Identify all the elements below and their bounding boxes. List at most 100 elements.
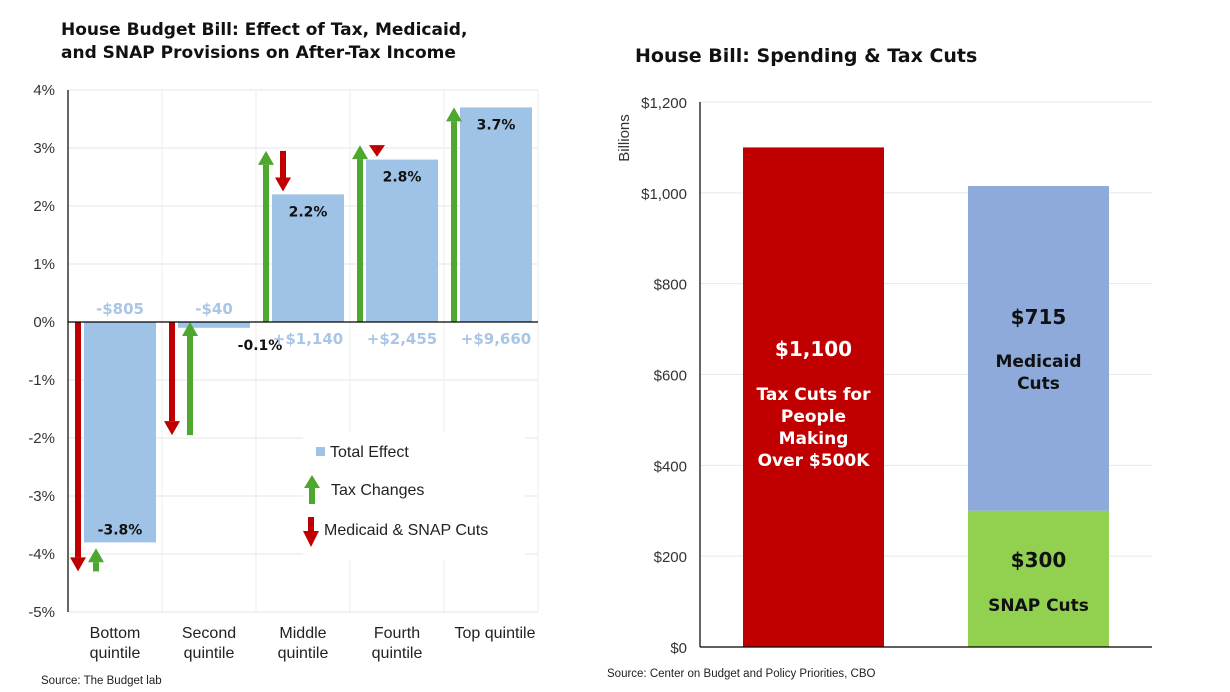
left-legend: Total Effect Tax Changes Medicaid & SNAP… [303,432,525,560]
medicaid-snap-cut-arrow-shaft [75,322,81,558]
tax-change-arrow-head [88,548,104,563]
right-y-axis-label: Billions [616,114,633,162]
left-y-tick-label: -2% [28,430,55,447]
medicaid-snap-cut-arrow-head [369,145,385,157]
left-bar-value-label: 3.7% [477,117,516,133]
left-category-label: quintile [372,645,423,662]
left-data-labels: -3.8% -$805 -0.1% -$40 2.2% +$1,140 2.8% +$2,45… [96,117,531,538]
tax-change-arrow [446,107,462,323]
right-y-tick-label: $600 [654,368,687,385]
medicaid-snap-cut-arrow-shaft [280,150,286,178]
left-y-tick-label: 1% [33,256,55,273]
left-chart: House Budget Bill: Effect of Tax, Medica… [28,20,539,687]
tax-change-arrow-shaft [187,336,193,436]
left-y-tick-label: 3% [33,140,55,157]
left-source-note: Source: The Budget lab [41,675,162,687]
medicaid-snap-cut-arrow [275,150,291,192]
right-bar-value-label: $300 [1011,548,1067,572]
left-category-label: Bottom [90,625,141,642]
medicaid-snap-cut-arrow-head [164,421,180,436]
medicaid-snap-cut-arrow-shaft [169,322,175,422]
left-category-label: Second [182,625,236,642]
left-bar-total-effect [178,322,250,328]
left-category-label: Top quintile [455,625,536,642]
left-chart-title-line-1: House Budget Bill: Effect of Tax, Medica… [61,20,467,40]
legend-medicaid-snap-down-arrow-icon [303,517,319,547]
left-bar-total-effect [460,107,532,323]
right-bar-segment-label: Over $500K [758,451,871,471]
tax-change-arrow [182,322,198,436]
right-bar-segment-label: Tax Cuts for [757,385,872,405]
left-x-axis-categories: Bottom quintile Second quintile Middle quinti… [90,625,536,662]
left-bar-value-label: -0.1% [238,338,283,354]
legend-medicaid-snap-label: Medicaid & SNAP Cuts [324,522,488,539]
left-y-tick-label: -4% [28,546,55,563]
left-category-label: quintile [184,645,235,662]
right-bar-segment-label: Cuts [1017,374,1060,394]
left-y-tick-label: 2% [33,198,55,215]
left-dollar-annotation: +$1,140 [273,330,343,348]
legend-tax-changes-label: Tax Changes [331,482,424,499]
tax-change-arrow-shaft [93,562,99,572]
medicaid-snap-cut-arrow [70,322,86,572]
left-y-tick-label: 4% [33,82,55,99]
tax-change-arrow-head [258,150,274,165]
right-bar-value-label: $1,100 [775,337,852,361]
tax-change-arrow [352,145,368,322]
left-dollar-annotation: +$9,660 [461,330,531,348]
tax-change-arrow-head [446,107,462,122]
right-bar-segment [968,186,1109,511]
left-bar-total-effect [366,159,438,322]
right-bar-segment-label: People [781,407,846,427]
right-bar-segment [968,510,1109,647]
left-bar-value-label: 2.8% [383,170,422,186]
tax-change-arrow-shaft [357,159,363,322]
right-bar-segment-label: SNAP Cuts [988,596,1089,616]
left-y-tick-label: -5% [28,604,55,621]
left-y-tick-label: -3% [28,488,55,505]
left-bar-total-effect [84,322,156,543]
left-dollar-annotation: -$40 [195,300,233,318]
right-bar-segment-label: Medicaid [996,352,1082,372]
left-y-axis-ticks: 4% 3% 2% 1% 0% -1% -2% -3% -4% -5% [28,82,55,621]
medicaid-snap-cut-arrow [369,145,385,157]
tax-change-arrow-head [182,322,198,336]
right-y-tick-label: $200 [654,549,687,566]
left-category-label: quintile [278,645,329,662]
left-bar-total-effect [272,194,344,322]
tax-change-arrow [258,150,274,322]
tax-change-arrow-head [352,145,368,160]
right-y-tick-label: $1,000 [641,186,687,203]
left-arrows [70,107,462,572]
left-dollar-annotation: -$805 [96,300,144,318]
left-dollar-annotation: +$2,455 [367,330,437,348]
left-y-tick-label: 0% [33,314,55,331]
left-bars [84,107,532,543]
left-category-label: Fourth [374,625,420,642]
right-y-tick-label: $0 [670,640,687,657]
right-chart: House Bill: Spending & Tax Cuts Billions… [607,45,1152,680]
right-source-note: Source: Center on Budget and Policy Prio… [607,668,876,680]
left-category-label: Middle [279,625,326,642]
right-bar-segment-label: Making [779,429,849,449]
right-y-tick-label: $800 [654,277,687,294]
right-bar-value-label: $715 [1011,305,1067,329]
tax-change-arrow-shaft [263,164,269,322]
medicaid-snap-cut-arrow-head [70,557,86,572]
tax-change-arrow-shaft [451,121,457,323]
medicaid-snap-cut-arrow-head [275,177,291,192]
right-y-tick-label: $1,200 [641,95,687,112]
left-category-label: quintile [90,645,141,662]
right-y-axis-ticks: $0 $200 $400 $600 $800 $1,000 $1,200 [641,95,687,657]
tax-change-arrow [88,548,104,572]
right-y-tick-label: $400 [654,458,687,475]
right-chart-title: House Bill: Spending & Tax Cuts [635,45,977,67]
legend-total-effect-label: Total Effect [330,444,409,461]
legend-background [303,432,525,560]
left-bar-value-label: -3.8% [98,522,143,538]
left-y-tick-label: -1% [28,372,55,389]
legend-total-effect-swatch [316,447,325,456]
right-bar-segment [743,147,884,647]
